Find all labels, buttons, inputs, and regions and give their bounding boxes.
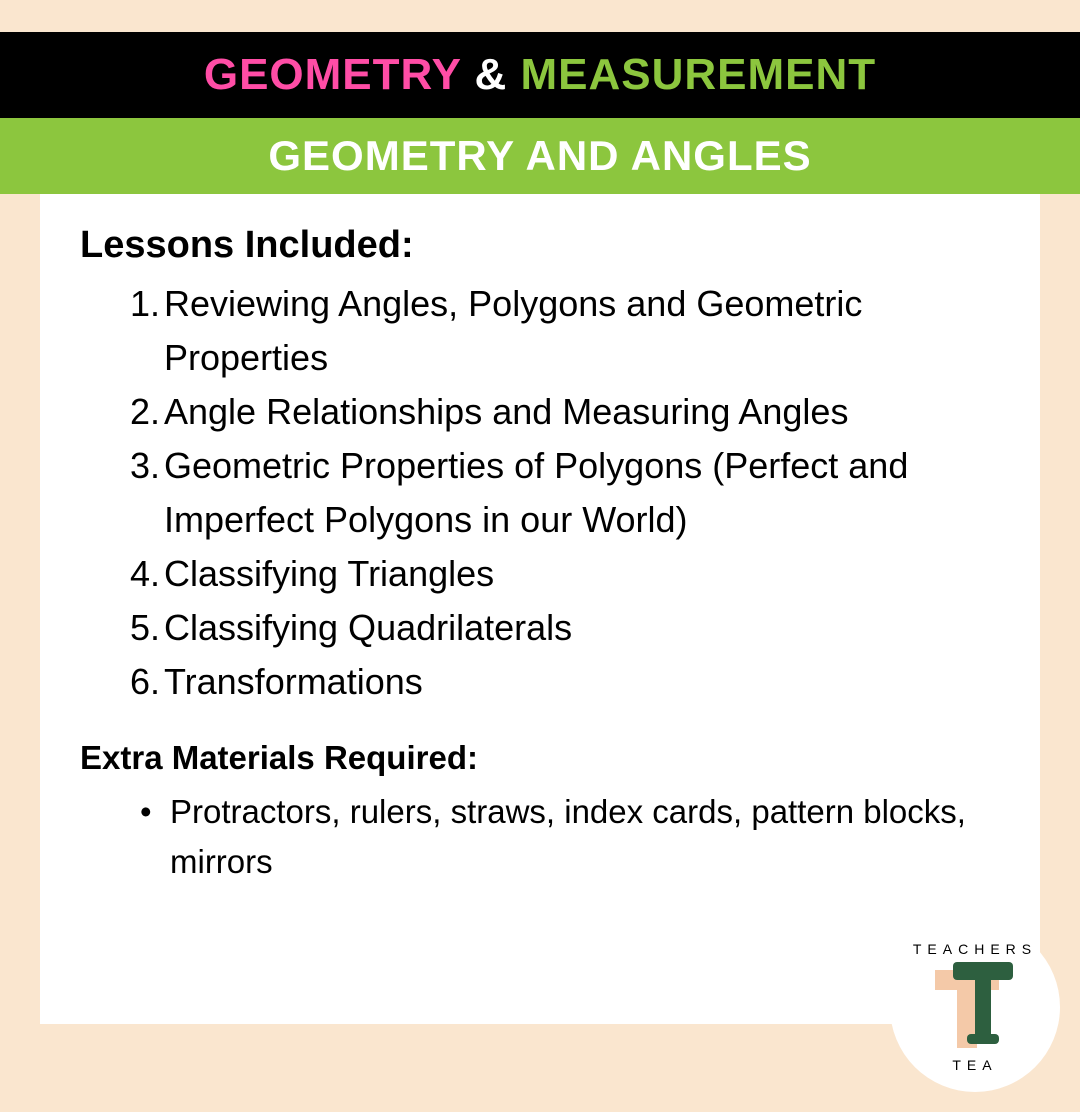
list-item: Classifying Triangles	[110, 547, 1000, 601]
lessons-heading: Lessons Included:	[80, 224, 1000, 267]
header-title-part-1: GEOMETRY	[204, 50, 461, 99]
logo-badge: TEACHERS TEA	[890, 922, 1060, 1092]
header-green-bar: GEOMETRY AND ANGLES	[0, 118, 1080, 194]
header-title-part-2: &	[461, 50, 520, 99]
list-item: Classifying Quadrilaterals	[110, 601, 1000, 655]
header-title: GEOMETRY & MEASUREMENT	[0, 50, 1080, 100]
content-card: Lessons Included: Reviewing Angles, Poly…	[40, 194, 1040, 1024]
header-subtitle: GEOMETRY AND ANGLES	[0, 132, 1080, 180]
logo-t-icon	[935, 962, 1015, 1052]
lessons-list: Reviewing Angles, Polygons and Geometric…	[80, 277, 1000, 709]
header-title-part-3: MEASUREMENT	[520, 50, 876, 99]
logo-top-text: TEACHERS	[913, 941, 1037, 957]
list-item: Angle Relationships and Measuring Angles	[110, 385, 1000, 439]
materials-list: Protractors, rulers, straws, index cards…	[80, 787, 1000, 886]
header-black-bar: GEOMETRY & MEASUREMENT	[0, 32, 1080, 118]
materials-heading: Extra Materials Required:	[80, 739, 1000, 777]
list-item: Protractors, rulers, straws, index cards…	[140, 787, 1000, 886]
list-item: Transformations	[110, 655, 1000, 709]
list-item: Reviewing Angles, Polygons and Geometric…	[110, 277, 1000, 385]
list-item: Geometric Properties of Polygons (Perfec…	[110, 439, 1000, 547]
logo-bottom-text: TEA	[952, 1057, 997, 1073]
